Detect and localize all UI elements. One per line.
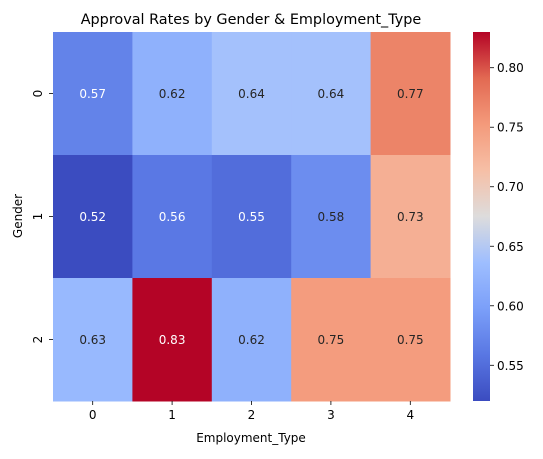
heatmap-cell: [291, 278, 372, 402]
colorbar-tick-label: 0.55: [497, 359, 524, 373]
heatmap-cell: [132, 32, 213, 156]
colorbar: [473, 32, 490, 401]
cell-value-label: 0.64: [238, 87, 265, 101]
y-axis: 0 1 2: [31, 90, 53, 344]
cell-value-label: 0.62: [238, 333, 265, 347]
y-tick-label: 1: [31, 213, 45, 221]
cell-value-label: 0.55: [238, 210, 265, 224]
cell-value-label: 0.52: [79, 210, 106, 224]
cell-value-label: 0.77: [397, 87, 424, 101]
heatmap-cell: [291, 32, 372, 156]
y-tick-label: 2: [31, 336, 45, 344]
colorbar-ticks: 0.55 0.60 0.65 0.70 0.75 0.80: [490, 61, 524, 373]
cell-value-label: 0.75: [318, 333, 345, 347]
cell-value-label: 0.62: [159, 87, 186, 101]
cell-value-label: 0.73: [397, 210, 424, 224]
heatmap-cell: [370, 155, 451, 279]
x-axis-label: Employment_Type: [196, 431, 306, 445]
y-axis-label: Gender: [11, 194, 25, 238]
cell-value-label: 0.56: [159, 210, 186, 224]
heatmap-cell: [132, 155, 213, 279]
heatmap-cell: [291, 155, 372, 279]
colorbar-gradient: [473, 32, 490, 401]
heatmap-cell: [211, 155, 292, 279]
chart-title: Approval Rates by Gender & Employment_Ty…: [81, 12, 422, 28]
colorbar-tick-label: 0.70: [497, 180, 524, 194]
y-tick-label: 0: [31, 90, 45, 98]
cell-value-label: 0.75: [397, 333, 424, 347]
cell-value-label: 0.63: [79, 333, 106, 347]
heatmap-cell: [53, 278, 133, 402]
heatmap-cell: [53, 155, 133, 279]
x-tick-label: 0: [89, 408, 97, 422]
colorbar-tick-label: 0.65: [497, 240, 524, 254]
heatmap-cell: [53, 32, 133, 156]
colorbar-tick-label: 0.80: [497, 61, 524, 75]
x-axis: 0 1 2 3 4: [89, 401, 414, 422]
colorbar-tick-label: 0.75: [497, 121, 524, 135]
cell-value-label: 0.83: [159, 333, 186, 347]
heatmap-cell: [370, 32, 451, 156]
x-tick-label: 2: [248, 408, 256, 422]
cell-value-label: 0.64: [318, 87, 345, 101]
colorbar-tick-label: 0.60: [497, 299, 524, 313]
cell-value-label: 0.58: [318, 210, 345, 224]
heatmap-cell: [211, 32, 292, 156]
x-tick-label: 3: [327, 408, 335, 422]
cell-value-label: 0.57: [79, 87, 106, 101]
heatmap-cell: [370, 278, 451, 402]
x-tick-label: 4: [406, 408, 414, 422]
heatmap-value-labels: 0.57 0.62 0.64 0.64 0.77 0.52 0.56 0.55 0.58 0.73…: [79, 87, 423, 347]
x-tick-label: 1: [168, 408, 176, 422]
heatmap-cell: [132, 278, 213, 402]
heatmap-cell: [211, 278, 292, 402]
heatmap-cells: [53, 32, 451, 402]
